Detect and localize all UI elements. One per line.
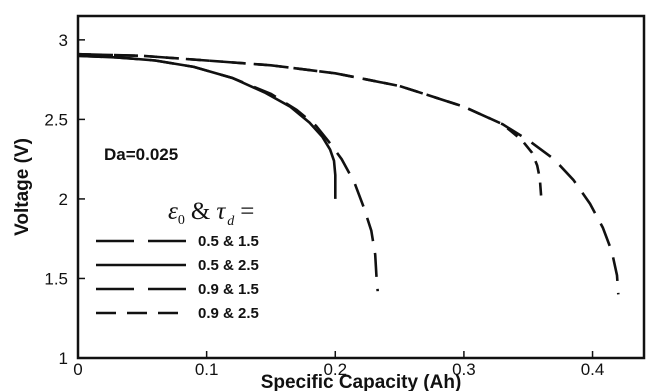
x-tick-label: 0.2 — [323, 360, 347, 379]
y-tick-label: 2.5 — [44, 110, 68, 129]
legend-title-tau: τ — [216, 198, 226, 225]
series-line-1 — [77, 54, 379, 292]
legend-title-tau-sub: d — [227, 214, 235, 229]
x-tick-label: 0 — [73, 360, 82, 379]
legend-label-1: 0.5 & 1.5 — [198, 233, 259, 250]
y-tick-label: 1.5 — [44, 269, 68, 288]
x-tick-label: 0.3 — [452, 360, 476, 379]
y-tick-label: 2 — [59, 190, 68, 209]
series-line-2 — [77, 54, 337, 199]
legend-title: ε0 & τ d = — [168, 198, 254, 229]
y-tick-label: 1 — [59, 349, 68, 368]
legend-title-amp: & — [191, 198, 210, 225]
legend-label-4: 0.9 & 2.5 — [198, 305, 259, 322]
legend-label-3: 0.9 & 1.5 — [198, 281, 259, 298]
x-axis-label: Specific Capacity (Ah) — [261, 372, 462, 391]
series-line-4 — [77, 52, 543, 196]
x-tick-label: 0.4 — [581, 360, 605, 379]
legend-title-eq: = — [240, 198, 254, 225]
series-line-3 — [77, 52, 620, 295]
y-tick-label: 3 — [59, 31, 68, 50]
legend-label-2: 0.5 & 2.5 — [198, 257, 259, 274]
plot-frame — [76, 14, 646, 360]
legend-title-eps-sub: 0 — [178, 213, 185, 228]
legend-title-eps: ε — [168, 198, 178, 225]
annotation-da: Da=0.025 — [104, 145, 178, 164]
x-tick-label: 0.1 — [195, 360, 219, 379]
y-axis-label: Voltage (V) — [12, 138, 33, 236]
